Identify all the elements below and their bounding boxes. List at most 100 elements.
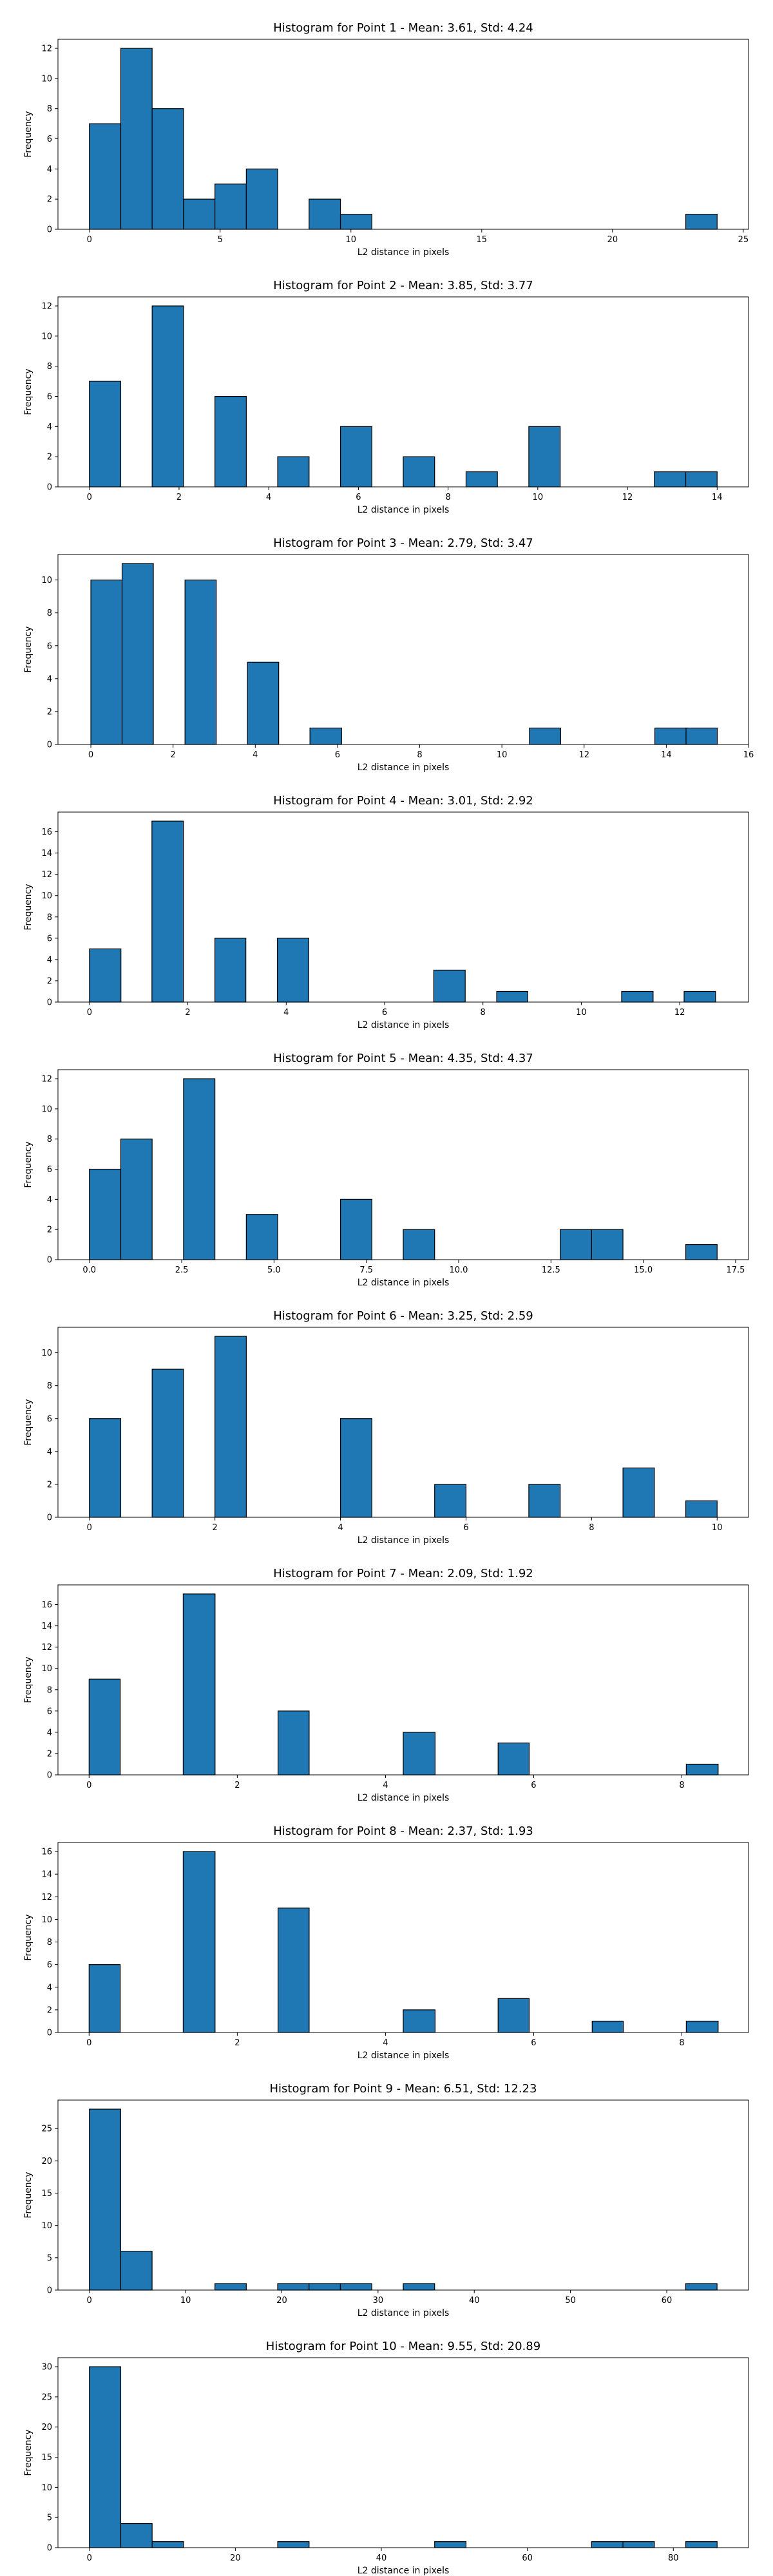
x-tick-label: 6 <box>382 1008 387 1018</box>
histogram-bar <box>497 1998 530 2033</box>
y-tick-label: 14 <box>41 1870 52 1880</box>
y-tick-label: 0 <box>47 483 52 493</box>
y-tick-label: 10 <box>41 1915 52 1925</box>
y-tick-label: 2 <box>47 453 52 462</box>
histogram-bar <box>339 1198 372 1260</box>
x-tick-label: 0 <box>87 2553 92 2563</box>
y-tick-label: 10 <box>41 332 52 341</box>
chart-panel: Histogram for Point 5 - Mean: 4.35, Std:… <box>23 1052 749 1288</box>
x-tick-label: 12.5 <box>542 1265 560 1275</box>
y-tick-label: 0 <box>47 1513 52 1523</box>
x-tick-label: 10 <box>576 1008 587 1018</box>
y-tick-label: 8 <box>47 104 52 114</box>
y-tick-label: 0 <box>47 998 52 1008</box>
y-axis-label: Frequency <box>23 1399 33 1445</box>
x-tick-label: 20 <box>276 2296 287 2306</box>
histogram-bar <box>182 1851 216 2033</box>
y-tick-label: 10 <box>41 576 52 585</box>
y-tick-label: 0 <box>47 225 52 235</box>
histogram-bar <box>434 1484 467 1518</box>
plot-frame <box>57 2357 749 2548</box>
histogram-bar <box>89 381 122 488</box>
y-tick-label: 4 <box>47 674 52 684</box>
y-axis-label: Frequency <box>23 2172 33 2218</box>
x-tick-label: 2.5 <box>175 1265 189 1275</box>
x-tick-label: 10 <box>497 750 508 760</box>
y-tick-label: 4 <box>47 1983 52 1993</box>
y-tick-label: 4 <box>47 955 52 965</box>
y-tick-label: 4 <box>47 1447 52 1457</box>
x-axis-label: L2 distance in pixels <box>358 247 450 258</box>
x-tick-label: 14 <box>661 750 672 760</box>
chart-title: Histogram for Point 4 - Mean: 3.01, Std:… <box>273 794 533 808</box>
y-tick-label: 16 <box>41 1848 52 1857</box>
x-tick-label: 50 <box>565 2296 576 2306</box>
y-tick-label: 0 <box>47 2029 52 2038</box>
x-tick-label: 4 <box>283 1008 289 1018</box>
histogram-bar <box>465 471 498 488</box>
x-tick-label: 0 <box>87 1523 92 1533</box>
histogram-bar <box>277 2283 310 2291</box>
x-tick-label: 4 <box>383 2038 388 2048</box>
x-tick-label: 10 <box>533 493 544 502</box>
histogram-bar <box>183 1078 216 1260</box>
histogram-bar <box>277 2541 310 2548</box>
histogram-bar <box>685 471 718 488</box>
histogram-bar <box>403 1229 435 1260</box>
x-axis-label: L2 distance in pixels <box>358 762 450 773</box>
y-axis-label: Frequency <box>23 2429 33 2476</box>
chart-panel: Histogram for Point 7 - Mean: 2.09, Std:… <box>23 1567 749 1803</box>
x-tick-label: 15.0 <box>634 1265 653 1275</box>
histogram-bar <box>403 2283 435 2291</box>
histogram-bar <box>278 1908 310 2033</box>
plot-frame <box>57 39 749 230</box>
chart-panel: Histogram for Point 4 - Mean: 3.01, Std:… <box>23 794 749 1030</box>
x-tick-label: 12 <box>578 750 589 760</box>
y-tick-label: 4 <box>47 422 52 432</box>
y-tick-label: 0 <box>47 2286 52 2296</box>
histogram-bar <box>89 1418 122 1518</box>
histogram-bar <box>591 2020 624 2033</box>
chart-panel: Histogram for Point 2 - Mean: 3.85, Std:… <box>23 279 749 515</box>
x-axis-label: L2 distance in pixels <box>358 1535 450 1546</box>
y-axis-label: Frequency <box>23 1914 33 1960</box>
histogram-bar <box>685 727 718 745</box>
x-tick-label: 15 <box>477 235 488 245</box>
y-tick-label: 2 <box>47 2005 52 2015</box>
y-tick-label: 30 <box>41 2363 52 2372</box>
plot-frame <box>57 1842 749 2033</box>
y-tick-label: 8 <box>47 1381 52 1391</box>
x-axis-label: L2 distance in pixels <box>358 1020 450 1030</box>
histogram-bar <box>89 948 122 1003</box>
x-axis-label: L2 distance in pixels <box>358 2566 450 2576</box>
histogram-bar <box>685 1500 718 1518</box>
x-tick-label: 8 <box>679 2038 684 2048</box>
x-tick-label: 8 <box>589 1523 594 1533</box>
y-tick-label: 6 <box>47 934 52 943</box>
y-tick-label: 6 <box>47 1414 52 1424</box>
y-tick-label: 6 <box>47 1707 52 1716</box>
x-tick-label: 14 <box>712 493 723 502</box>
histogram-bar <box>215 1336 247 1518</box>
x-tick-label: 7.5 <box>359 1265 373 1275</box>
x-tick-label: 40 <box>469 2296 480 2306</box>
histogram-bar <box>245 1214 278 1260</box>
y-tick-label: 0 <box>47 741 52 750</box>
y-tick-label: 0 <box>47 2544 52 2553</box>
x-tick-label: 2 <box>234 1781 240 1790</box>
y-tick-label: 10 <box>41 891 52 901</box>
x-tick-label: 0 <box>86 1781 91 1790</box>
y-tick-label: 8 <box>47 1938 52 1947</box>
x-tick-label: 0 <box>87 493 92 502</box>
x-tick-label: 8 <box>445 493 450 502</box>
y-tick-label: 5 <box>47 2253 52 2263</box>
chart-title: Histogram for Point 3 - Mean: 2.79, Std:… <box>273 536 533 550</box>
x-tick-label: 12 <box>674 1008 685 1018</box>
y-tick-label: 2 <box>47 1226 52 1235</box>
chart-title: Histogram for Point 6 - Mean: 3.25, Std:… <box>273 1309 533 1323</box>
histogram-bar <box>151 1368 184 1518</box>
x-tick-label: 0 <box>87 2296 92 2306</box>
histogram-bar <box>339 1418 372 1518</box>
plot-frame <box>57 554 749 745</box>
